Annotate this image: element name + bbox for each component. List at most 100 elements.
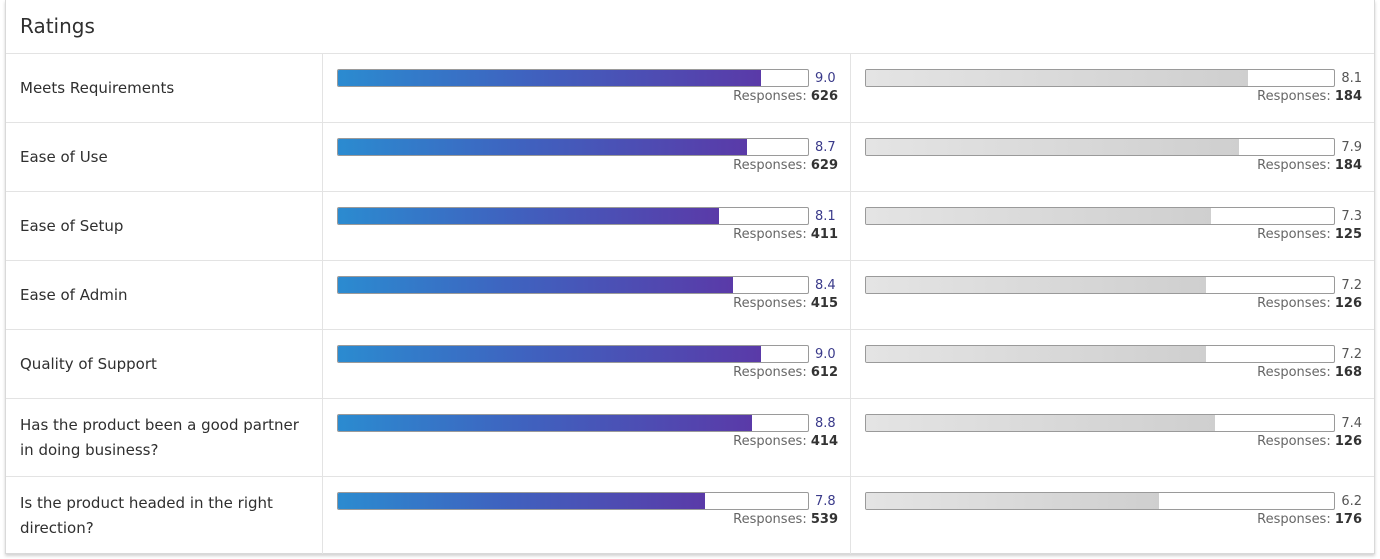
compare-score-value: 7.4	[1341, 415, 1362, 431]
rating-row: Ease of Admin 8.4 Responses: 415 7.2 Respons…	[6, 261, 1374, 330]
responses-label: Responses:	[1257, 434, 1331, 449]
primary-rating-cell: 8.4 Responses: 415	[323, 261, 851, 329]
primary-score-fill	[338, 415, 752, 431]
rating-row: Meets Requirements 9.0 Responses: 626 8.1 Re…	[6, 54, 1374, 123]
compare-responses: Responses: 125	[865, 227, 1362, 242]
compare-responses: Responses: 184	[865, 158, 1362, 173]
responses-label: Responses:	[733, 89, 807, 104]
rating-row: Ease of Use 8.7 Responses: 629 7.9 Responses…	[6, 123, 1374, 192]
responses-count: 126	[1334, 434, 1362, 449]
responses-count: 415	[810, 296, 838, 311]
compare-rating-cell: 7.2 Responses: 126	[851, 261, 1374, 329]
compare-score-bar	[865, 492, 1336, 510]
rating-label: Is the product headed in the right direc…	[6, 477, 323, 554]
rating-label: Ease of Admin	[6, 261, 323, 329]
primary-score-fill	[338, 277, 733, 293]
primary-score-bar	[337, 345, 809, 363]
compare-rating-cell: 6.2 Responses: 176	[851, 477, 1374, 554]
compare-score-bar	[865, 69, 1336, 87]
compare-score-bar	[865, 276, 1336, 294]
rating-label: Meets Requirements	[6, 54, 323, 122]
primary-responses: Responses: 415	[337, 296, 838, 311]
ratings-table: Meets Requirements 9.0 Responses: 626 8.1 Re…	[6, 54, 1374, 554]
primary-score-bar	[337, 414, 809, 432]
compare-score-value: 8.1	[1341, 70, 1362, 86]
responses-label: Responses:	[1257, 512, 1331, 527]
primary-score-value: 8.1	[815, 208, 836, 224]
responses-count: 126	[1334, 296, 1362, 311]
compare-score-fill	[866, 346, 1206, 362]
primary-responses: Responses: 629	[337, 158, 838, 173]
responses-count: 168	[1334, 365, 1362, 380]
responses-count: 626	[810, 89, 838, 104]
compare-score-value: 6.2	[1341, 493, 1362, 509]
compare-score-value: 7.2	[1341, 277, 1362, 293]
compare-score-bar	[865, 207, 1336, 225]
primary-score-value: 9.0	[815, 346, 836, 362]
responses-count: 539	[810, 512, 838, 527]
primary-rating-cell: 8.1 Responses: 411	[323, 192, 851, 260]
rating-label: Ease of Use	[6, 123, 323, 191]
primary-score-bar	[337, 69, 809, 87]
responses-count: 184	[1334, 89, 1362, 104]
primary-score-fill	[338, 346, 761, 362]
compare-score-value: 7.3	[1341, 208, 1362, 224]
responses-label: Responses:	[1257, 296, 1331, 311]
primary-score-value: 7.8	[815, 493, 836, 509]
primary-responses: Responses: 612	[337, 365, 838, 380]
compare-score-bar	[865, 345, 1336, 363]
rating-label: Quality of Support	[6, 330, 323, 398]
compare-rating-cell: 7.4 Responses: 126	[851, 399, 1374, 476]
compare-score-fill	[866, 277, 1206, 293]
primary-score-fill	[338, 139, 747, 155]
responses-label: Responses:	[733, 512, 807, 527]
primary-score-value: 8.7	[815, 139, 836, 155]
compare-score-value: 7.9	[1341, 139, 1362, 155]
responses-label: Responses:	[733, 296, 807, 311]
primary-score-bar	[337, 276, 809, 294]
rating-row: Ease of Setup 8.1 Responses: 411 7.3 Respons…	[6, 192, 1374, 261]
responses-label: Responses:	[1257, 89, 1331, 104]
responses-label: Responses:	[733, 365, 807, 380]
compare-score-fill	[866, 415, 1216, 431]
primary-rating-cell: 9.0 Responses: 626	[323, 54, 851, 122]
compare-score-bar	[865, 414, 1336, 432]
compare-score-value: 7.2	[1341, 346, 1362, 362]
compare-responses: Responses: 184	[865, 89, 1362, 104]
responses-count: 411	[810, 227, 838, 242]
compare-score-bar	[865, 138, 1336, 156]
responses-label: Responses:	[733, 227, 807, 242]
primary-score-value: 9.0	[815, 70, 836, 86]
primary-score-value: 8.8	[815, 415, 836, 431]
compare-score-fill	[866, 493, 1159, 509]
rating-label: Has the product been a good partner in d…	[6, 399, 323, 476]
compare-rating-cell: 7.2 Responses: 168	[851, 330, 1374, 398]
primary-score-fill	[338, 208, 719, 224]
responses-label: Responses:	[1257, 365, 1331, 380]
primary-rating-cell: 8.7 Responses: 629	[323, 123, 851, 191]
primary-score-value: 8.4	[815, 277, 836, 293]
compare-score-fill	[866, 139, 1239, 155]
compare-rating-cell: 8.1 Responses: 184	[851, 54, 1374, 122]
compare-responses: Responses: 176	[865, 512, 1362, 527]
primary-score-bar	[337, 492, 809, 510]
primary-responses: Responses: 414	[337, 434, 838, 449]
compare-score-fill	[866, 208, 1211, 224]
primary-responses: Responses: 626	[337, 89, 838, 104]
responses-label: Responses:	[1257, 158, 1331, 173]
responses-count: 125	[1334, 227, 1362, 242]
primary-score-fill	[338, 70, 761, 86]
rating-row: Has the product been a good partner in d…	[6, 399, 1374, 477]
compare-rating-cell: 7.3 Responses: 125	[851, 192, 1374, 260]
responses-label: Responses:	[733, 158, 807, 173]
rating-row: Is the product headed in the right direc…	[6, 477, 1374, 554]
primary-responses: Responses: 539	[337, 512, 838, 527]
compare-responses: Responses: 126	[865, 434, 1362, 449]
responses-label: Responses:	[1257, 227, 1331, 242]
primary-rating-cell: 8.8 Responses: 414	[323, 399, 851, 476]
ratings-card: Ratings Meets Requirements 9.0 Responses: …	[5, 0, 1375, 554]
compare-responses: Responses: 168	[865, 365, 1362, 380]
responses-count: 176	[1334, 512, 1362, 527]
primary-responses: Responses: 411	[337, 227, 838, 242]
responses-count: 612	[810, 365, 838, 380]
